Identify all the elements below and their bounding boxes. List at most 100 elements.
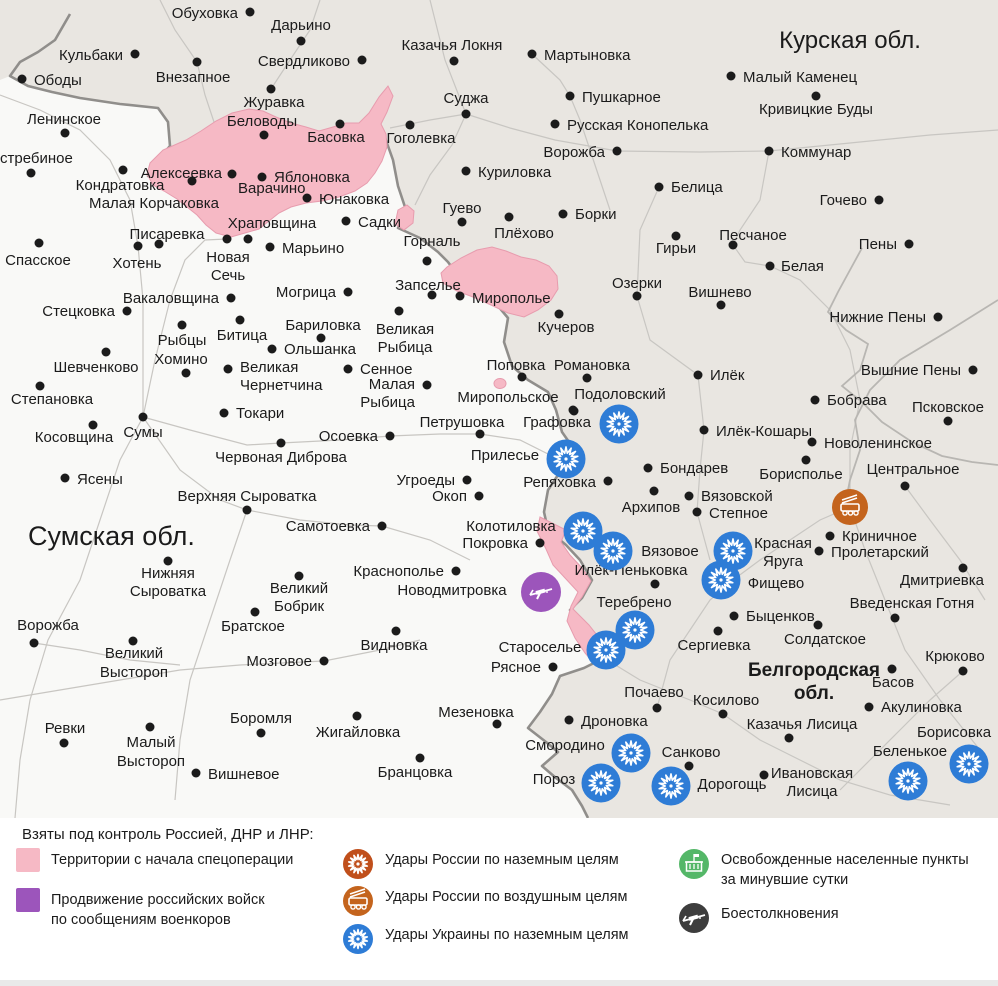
settlement-label: Басовка	[307, 129, 365, 146]
settlement-dot	[26, 168, 36, 178]
settlement-dot	[958, 563, 968, 573]
settlement-dot	[814, 546, 824, 556]
explosion-icon	[669, 784, 673, 788]
settlement-dot	[968, 365, 978, 375]
legend-item-ru-air-strikes: Удары России по воздушным целям	[342, 885, 627, 917]
settlement-dot	[684, 761, 694, 771]
settlement-label: Бобрава	[827, 392, 887, 409]
settlement-label: Токари	[236, 405, 284, 422]
settlement-label: Коммунар	[781, 144, 851, 161]
truck-wheel-icon	[355, 904, 362, 910]
settlement-label: Новая Сечь	[206, 249, 249, 284]
settlement-dot	[17, 74, 27, 84]
settlement-dot	[457, 217, 467, 227]
rifle-body-icon	[688, 914, 699, 921]
rifle-body-icon	[535, 588, 546, 595]
road-line	[33, 642, 181, 666]
settlement-dot	[517, 372, 527, 382]
settlement-dot	[943, 416, 953, 426]
legend-item-pink-territory: Территории с начала спецоперации	[16, 848, 293, 872]
settlement-dot	[632, 291, 642, 301]
settlement-dot	[59, 738, 69, 748]
settlement-label: Басов	[872, 674, 914, 691]
truck-wheel-icon	[350, 904, 356, 910]
legend-item-ru-ground-strikes: Удары России по наземным целям	[342, 848, 619, 880]
settlement-dot	[825, 531, 835, 541]
ukraine-ground-strike-marker	[599, 404, 639, 444]
rocket-rail-icon	[349, 888, 366, 895]
settlement-label: Вишневое	[208, 766, 280, 783]
settlement-label: Акулиновка	[881, 699, 963, 716]
settlement-label: Архипов	[622, 499, 681, 516]
settlement-label: Борисовка	[917, 724, 992, 741]
settlement-dot	[652, 703, 662, 713]
settlement-dot	[192, 57, 202, 67]
settlement-dot	[890, 613, 900, 623]
region-title: обл.	[794, 683, 834, 704]
settlement-dot	[461, 109, 471, 119]
settlement-dot	[801, 455, 811, 465]
settlement-dot	[385, 431, 395, 441]
settlement-dot	[235, 315, 245, 325]
settlement-dot	[394, 306, 404, 316]
legend-icon-clashes	[679, 903, 709, 933]
settlement-dot	[643, 463, 653, 473]
settlement-label: Храповщина	[228, 215, 317, 232]
explosion-icon	[599, 781, 603, 785]
explosion-icon	[600, 538, 626, 564]
explosion-icon	[347, 853, 369, 875]
settlement-dot	[718, 709, 728, 719]
oblast-border-line	[844, 299, 998, 506]
settlement-label: Миропольское	[457, 389, 558, 406]
settlement-dot	[568, 405, 578, 415]
settlement-dot	[163, 556, 173, 566]
settlement-dot	[227, 169, 237, 179]
settlement-dot	[187, 176, 197, 186]
settlement-label: Угроеды	[396, 472, 455, 489]
settlement-label: Ворожба	[543, 144, 605, 161]
settlement-label: Красная Яруга	[754, 535, 812, 570]
settlement-label: Озерки	[612, 275, 662, 292]
settlement-dot	[257, 172, 267, 182]
settlement-dot	[649, 486, 659, 496]
settlement-dot	[34, 238, 44, 248]
settlement-label: Куриловка	[478, 164, 552, 181]
road-line	[142, 238, 228, 418]
controlled-territory-area	[493, 378, 507, 389]
explosion-icon	[906, 779, 910, 783]
settlement-dot	[449, 56, 459, 66]
road-line	[414, 0, 467, 206]
settlement-label: Песчаное	[719, 227, 787, 244]
legend-header: Взяты под контроль Россией, ДНР и ЛНР:	[22, 826, 314, 843]
settlement-dot	[958, 666, 968, 676]
settlement-dot	[811, 91, 821, 101]
settlement-label: Великая Рыбица	[376, 321, 434, 356]
settlement-label: Гочево	[820, 192, 867, 209]
road-line	[603, 657, 951, 806]
settlement-dot	[243, 234, 253, 244]
settlement-label: Вязовской	[701, 488, 773, 505]
settlement-label: Стецковка	[42, 303, 115, 320]
settlement-label: Битица	[217, 327, 268, 344]
settlement-label: Косилово	[693, 692, 759, 709]
settlement-dot	[475, 429, 485, 439]
settlement-dot	[650, 579, 660, 589]
settlement-dot	[548, 662, 558, 672]
settlement-label: Суджа	[444, 90, 490, 107]
settlement-dot	[145, 722, 155, 732]
flag-icon	[694, 854, 699, 857]
settlement-label: Кривицкие Буды	[759, 101, 873, 118]
legend-label-ua-ground-strikes: Удары Украины по наземным целям	[385, 927, 629, 943]
settlement-dot	[223, 364, 233, 374]
settlement-dot	[256, 728, 266, 738]
settlement-label: Пороз	[533, 771, 576, 788]
russia-air-strike-marker	[832, 489, 868, 525]
rocket-rail-icon	[841, 497, 858, 504]
settlement-dot	[726, 71, 736, 81]
settlement-label: Петрушовка	[420, 414, 505, 431]
settlement-label: Запселье	[395, 277, 461, 294]
settlement-label: Центральное	[867, 461, 960, 478]
settlement-dot	[60, 473, 70, 483]
settlement-dot	[728, 240, 738, 250]
settlement-label: Новоленинское	[824, 435, 932, 452]
